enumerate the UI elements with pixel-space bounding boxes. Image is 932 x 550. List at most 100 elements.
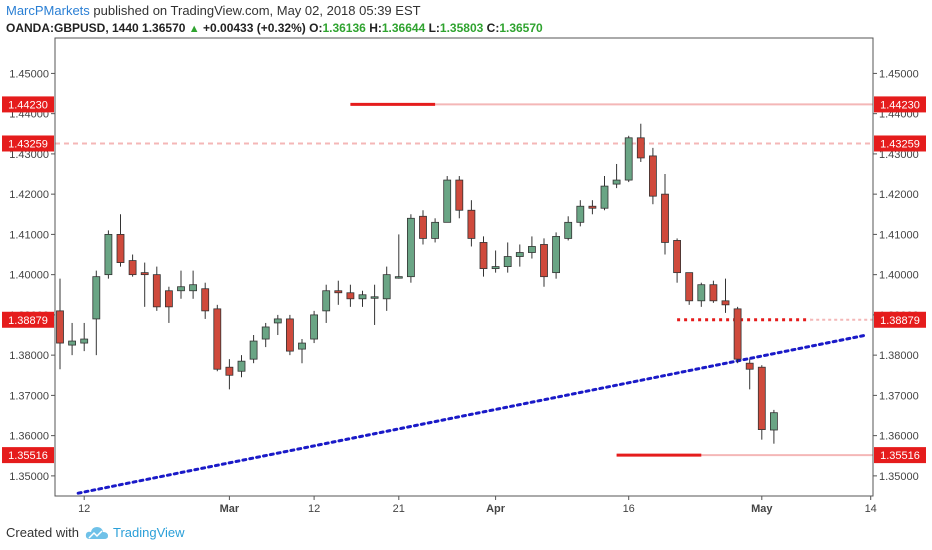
levels-layer <box>55 102 873 457</box>
candle-1 <box>68 322 76 356</box>
candle-body <box>189 284 198 292</box>
candle-13 <box>213 304 222 372</box>
candle-47 <box>624 135 633 183</box>
up-arrow-icon: ▲ <box>188 23 200 35</box>
candle-body <box>80 338 89 344</box>
candle-body <box>68 340 76 346</box>
candle-50 <box>661 174 669 255</box>
candle-body <box>104 234 113 276</box>
candle-body <box>552 236 560 274</box>
xtick-label: 21 <box>393 503 405 515</box>
plot-border <box>54 37 874 497</box>
open-label: O: <box>309 21 323 35</box>
candle-body <box>285 318 294 352</box>
candle-31 <box>431 218 440 243</box>
candle-5 <box>116 214 125 267</box>
price-tag-left-3: 1.35516 <box>2 447 54 464</box>
candle-body <box>382 274 391 300</box>
candle-39 <box>528 236 536 259</box>
candle-35 <box>479 236 488 277</box>
candle-body <box>394 276 403 279</box>
candle-body <box>600 185 609 209</box>
price-tag-left-1: 1.43259 <box>2 135 54 152</box>
candle-51 <box>673 238 681 283</box>
candle-body <box>334 290 343 294</box>
price-tag-left-2: 1.38879 <box>2 311 54 328</box>
candle-24 <box>346 284 355 307</box>
ytick-left-label: 1.42000 <box>9 189 49 201</box>
candle-body <box>116 234 125 263</box>
ytick-left-label: 1.38000 <box>9 350 49 362</box>
published-text: published on TradingView.com, May 02, 20… <box>93 3 421 18</box>
low-value: 1.35803 <box>439 21 484 35</box>
price-tag-bg <box>2 96 54 113</box>
candle-58 <box>757 365 766 440</box>
xtick-label: Apr <box>486 503 506 515</box>
candle-16 <box>249 335 258 364</box>
candle-9 <box>164 286 173 323</box>
candle-27 <box>382 266 391 311</box>
candle-49 <box>649 147 657 205</box>
cloud-icon <box>85 526 108 539</box>
ytick-right-label: 1.45000 <box>879 68 919 80</box>
ytick-left-label: 1.40000 <box>9 270 49 282</box>
candle-18 <box>273 314 282 336</box>
candle-19 <box>285 314 294 356</box>
candle-body <box>757 366 766 430</box>
price-tag-label: 1.35516 <box>880 450 920 462</box>
candle-body <box>152 274 161 308</box>
price-tag-bg <box>874 447 926 464</box>
time-axis[interactable]: 12 Mar 12 21 Apr 16 May 14 <box>78 496 877 515</box>
candles-layer <box>56 123 778 444</box>
ytick-right-label: 1.38000 <box>879 350 919 362</box>
candle-55 <box>721 278 730 313</box>
last-price: 1.36570 <box>142 21 186 35</box>
created-with-text: Created with <box>6 525 79 540</box>
candle-30 <box>419 210 427 245</box>
candle-45 <box>600 176 609 211</box>
candle-15 <box>237 355 246 378</box>
candle-3 <box>92 270 101 356</box>
author-link[interactable]: MarcPMarkets <box>6 3 90 18</box>
candle-body <box>576 205 585 223</box>
candle-26 <box>370 284 379 325</box>
candle-body <box>419 215 427 239</box>
candle-body <box>528 246 536 253</box>
price-tag-label: 1.44230 <box>880 99 920 111</box>
candle-body <box>370 296 379 299</box>
candle-body <box>322 290 331 312</box>
candle-body <box>455 179 464 211</box>
candle-7 <box>140 262 149 307</box>
candle-37 <box>503 242 512 273</box>
candle-10 <box>177 270 185 299</box>
candle-body <box>225 366 234 376</box>
candle-body <box>249 340 258 360</box>
ytick-right-label: 1.36000 <box>879 431 919 443</box>
tradingview-logo[interactable]: TradingView <box>85 525 185 540</box>
candle-48 <box>636 123 645 162</box>
candle-body <box>56 310 64 344</box>
candle-body <box>213 308 222 370</box>
ytick-right-label: 1.41000 <box>879 229 919 241</box>
candle-body <box>467 209 476 239</box>
candle-body <box>709 284 718 302</box>
price-tag-bg <box>874 135 926 152</box>
ytick-left-label: 1.36000 <box>9 431 49 443</box>
candle-body <box>261 326 270 340</box>
candle-36 <box>491 250 500 273</box>
candle-12 <box>201 282 210 319</box>
candle-body <box>128 260 137 276</box>
candle-6 <box>128 254 137 277</box>
candle-21 <box>310 310 319 344</box>
ytick-left-label: 1.41000 <box>9 229 49 241</box>
xtick-label: 16 <box>623 503 635 515</box>
xtick-label: 12 <box>308 503 320 515</box>
candle-body <box>273 318 282 324</box>
xtick-label: Mar <box>220 503 240 515</box>
candle-body <box>588 205 597 209</box>
xtick-label: 14 <box>865 503 877 515</box>
open-value: 1.36136 <box>322 21 366 35</box>
candle-59 <box>770 409 778 444</box>
